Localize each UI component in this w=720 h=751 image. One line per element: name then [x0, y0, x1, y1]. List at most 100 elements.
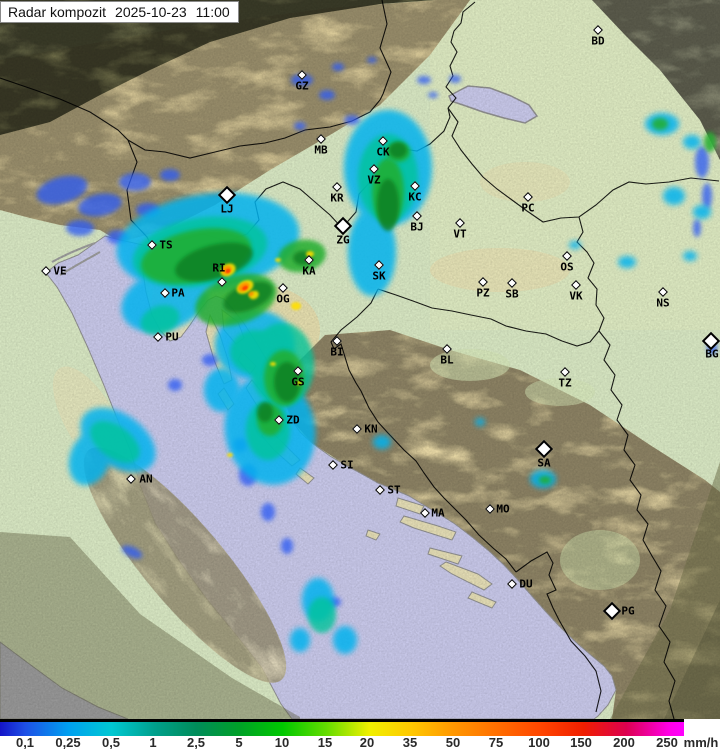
city-label-MB: MB	[314, 143, 328, 157]
precip-cell	[695, 146, 709, 178]
precip-cell	[389, 142, 407, 158]
precip-level-r	[225, 268, 248, 291]
precip-cell	[693, 205, 711, 219]
legend-tick-20: 20	[359, 735, 375, 750]
precip-cell	[90, 421, 140, 463]
precip-cell	[618, 256, 636, 268]
precip-cell	[377, 179, 399, 231]
city-label-NS: NS	[656, 296, 670, 310]
legend-tick-0,1: 0,1	[15, 735, 35, 750]
precip-cell	[168, 379, 182, 391]
legend-unit: mm/h	[683, 735, 719, 750]
precip-cell	[121, 545, 143, 559]
legend-tick-5: 5	[235, 735, 243, 750]
city-label-VE: VE	[53, 264, 67, 278]
precip-cell	[373, 435, 391, 449]
city-label-TS: TS	[159, 238, 173, 252]
precip-cell	[291, 302, 301, 310]
precip-cell	[290, 628, 310, 652]
precip-cell	[36, 175, 88, 205]
precip-cell	[294, 122, 306, 130]
city-label-GS: GS	[291, 375, 305, 389]
precip-cell	[270, 362, 276, 366]
precip-cell	[417, 76, 431, 84]
city-label-VK: VK	[569, 289, 583, 303]
precip-cell	[702, 183, 712, 209]
time-label: 11:00	[195, 4, 230, 20]
city-label-MO: MO	[496, 502, 510, 516]
precip-cell	[223, 281, 273, 313]
city-label-BD: BD	[591, 34, 605, 48]
legend-tick-75: 75	[488, 735, 504, 750]
city-label-RI: RI	[212, 261, 226, 275]
precip-cell	[248, 291, 254, 297]
city-label-CK: CK	[376, 145, 390, 159]
precip-cell	[475, 418, 485, 426]
city-label-TZ: TZ	[558, 376, 572, 390]
precip-cell	[428, 92, 438, 98]
city-label-SB: SB	[505, 287, 519, 301]
precip-cell	[202, 354, 218, 366]
city-label-BG: BG	[705, 347, 719, 361]
precip-cell	[160, 169, 180, 181]
city-label-KR: KR	[330, 191, 344, 205]
legend-tick-1: 1	[149, 735, 157, 750]
city-label-SI: SI	[340, 458, 354, 472]
precip-cell	[652, 118, 668, 130]
precip-cell	[539, 476, 551, 484]
precip-cell	[693, 219, 701, 237]
city-label-PG: PG	[621, 604, 635, 618]
city-label-LJ: LJ	[220, 202, 234, 216]
legend-tick-150: 150	[570, 735, 592, 750]
legend-tick-50: 50	[445, 735, 461, 750]
precip-cell	[296, 381, 302, 385]
city-label-BJ: BJ	[410, 220, 424, 234]
precip-cell	[348, 208, 396, 296]
precip-cell	[344, 115, 360, 125]
city-label-SK: SK	[372, 269, 386, 283]
precip-cell	[257, 402, 273, 422]
legend-tick-250: 250	[656, 735, 678, 750]
legend-tick-2,5: 2,5	[186, 735, 206, 750]
precip-cell	[281, 538, 293, 554]
city-label-VT: VT	[453, 227, 467, 241]
city-label-MA: MA	[431, 506, 445, 520]
city-label-AN: AN	[139, 472, 153, 486]
city-label-ST: ST	[387, 483, 401, 497]
legend-bar-background	[0, 719, 684, 736]
city-label-OG: OG	[276, 292, 290, 306]
intensity-legend: 0,1 0,25 0,5 1 2,5 5 10 15 20 35 50 75 100 150 200 250 m…	[0, 719, 720, 751]
legend-tick-labels: 0,1 0,25 0,5 1 2,5 5 10 15 20 35 50 75 100 150 200 250 m…	[0, 736, 720, 751]
legend-tick-0,25: 0,25	[55, 735, 81, 750]
precip-cell	[261, 503, 275, 521]
legend-tick-10: 10	[274, 735, 290, 750]
city-label-BI: BI	[330, 345, 344, 359]
precip-cell	[663, 187, 685, 205]
city-label-DU: DU	[519, 577, 533, 591]
legend-tick-0,5: 0,5	[101, 735, 121, 750]
radar-map: BD GZ MB CK VZ KR KC PC BJ VT LJ ZG TS VE RI KA SK OG OS PZ…	[0, 0, 720, 719]
product-title: Radar kompozit	[8, 4, 107, 20]
precip-cell	[704, 132, 716, 152]
precip-cell	[78, 193, 122, 217]
legend-tick-100: 100	[528, 735, 550, 750]
precip-cell	[333, 626, 357, 654]
precip-cell	[275, 258, 281, 262]
city-label-PA: PA	[171, 286, 185, 300]
date-label: 2025-10-23	[115, 4, 187, 20]
city-label-OS: OS	[560, 260, 574, 274]
city-label-KN: KN	[364, 422, 378, 436]
legend-color-bar	[0, 722, 684, 736]
precip-cell	[119, 173, 151, 191]
precip-cell	[242, 285, 248, 291]
city-label-VZ: VZ	[367, 173, 381, 187]
city-label-ZG: ZG	[336, 233, 350, 247]
precip-cell	[319, 90, 335, 100]
city-label-PU: PU	[165, 330, 179, 344]
precipitation-layer	[36, 57, 717, 654]
city-label-BL: BL	[440, 353, 454, 367]
precip-cell	[367, 57, 377, 63]
city-label-SA: SA	[537, 456, 551, 470]
legend-tick-15: 15	[317, 735, 333, 750]
